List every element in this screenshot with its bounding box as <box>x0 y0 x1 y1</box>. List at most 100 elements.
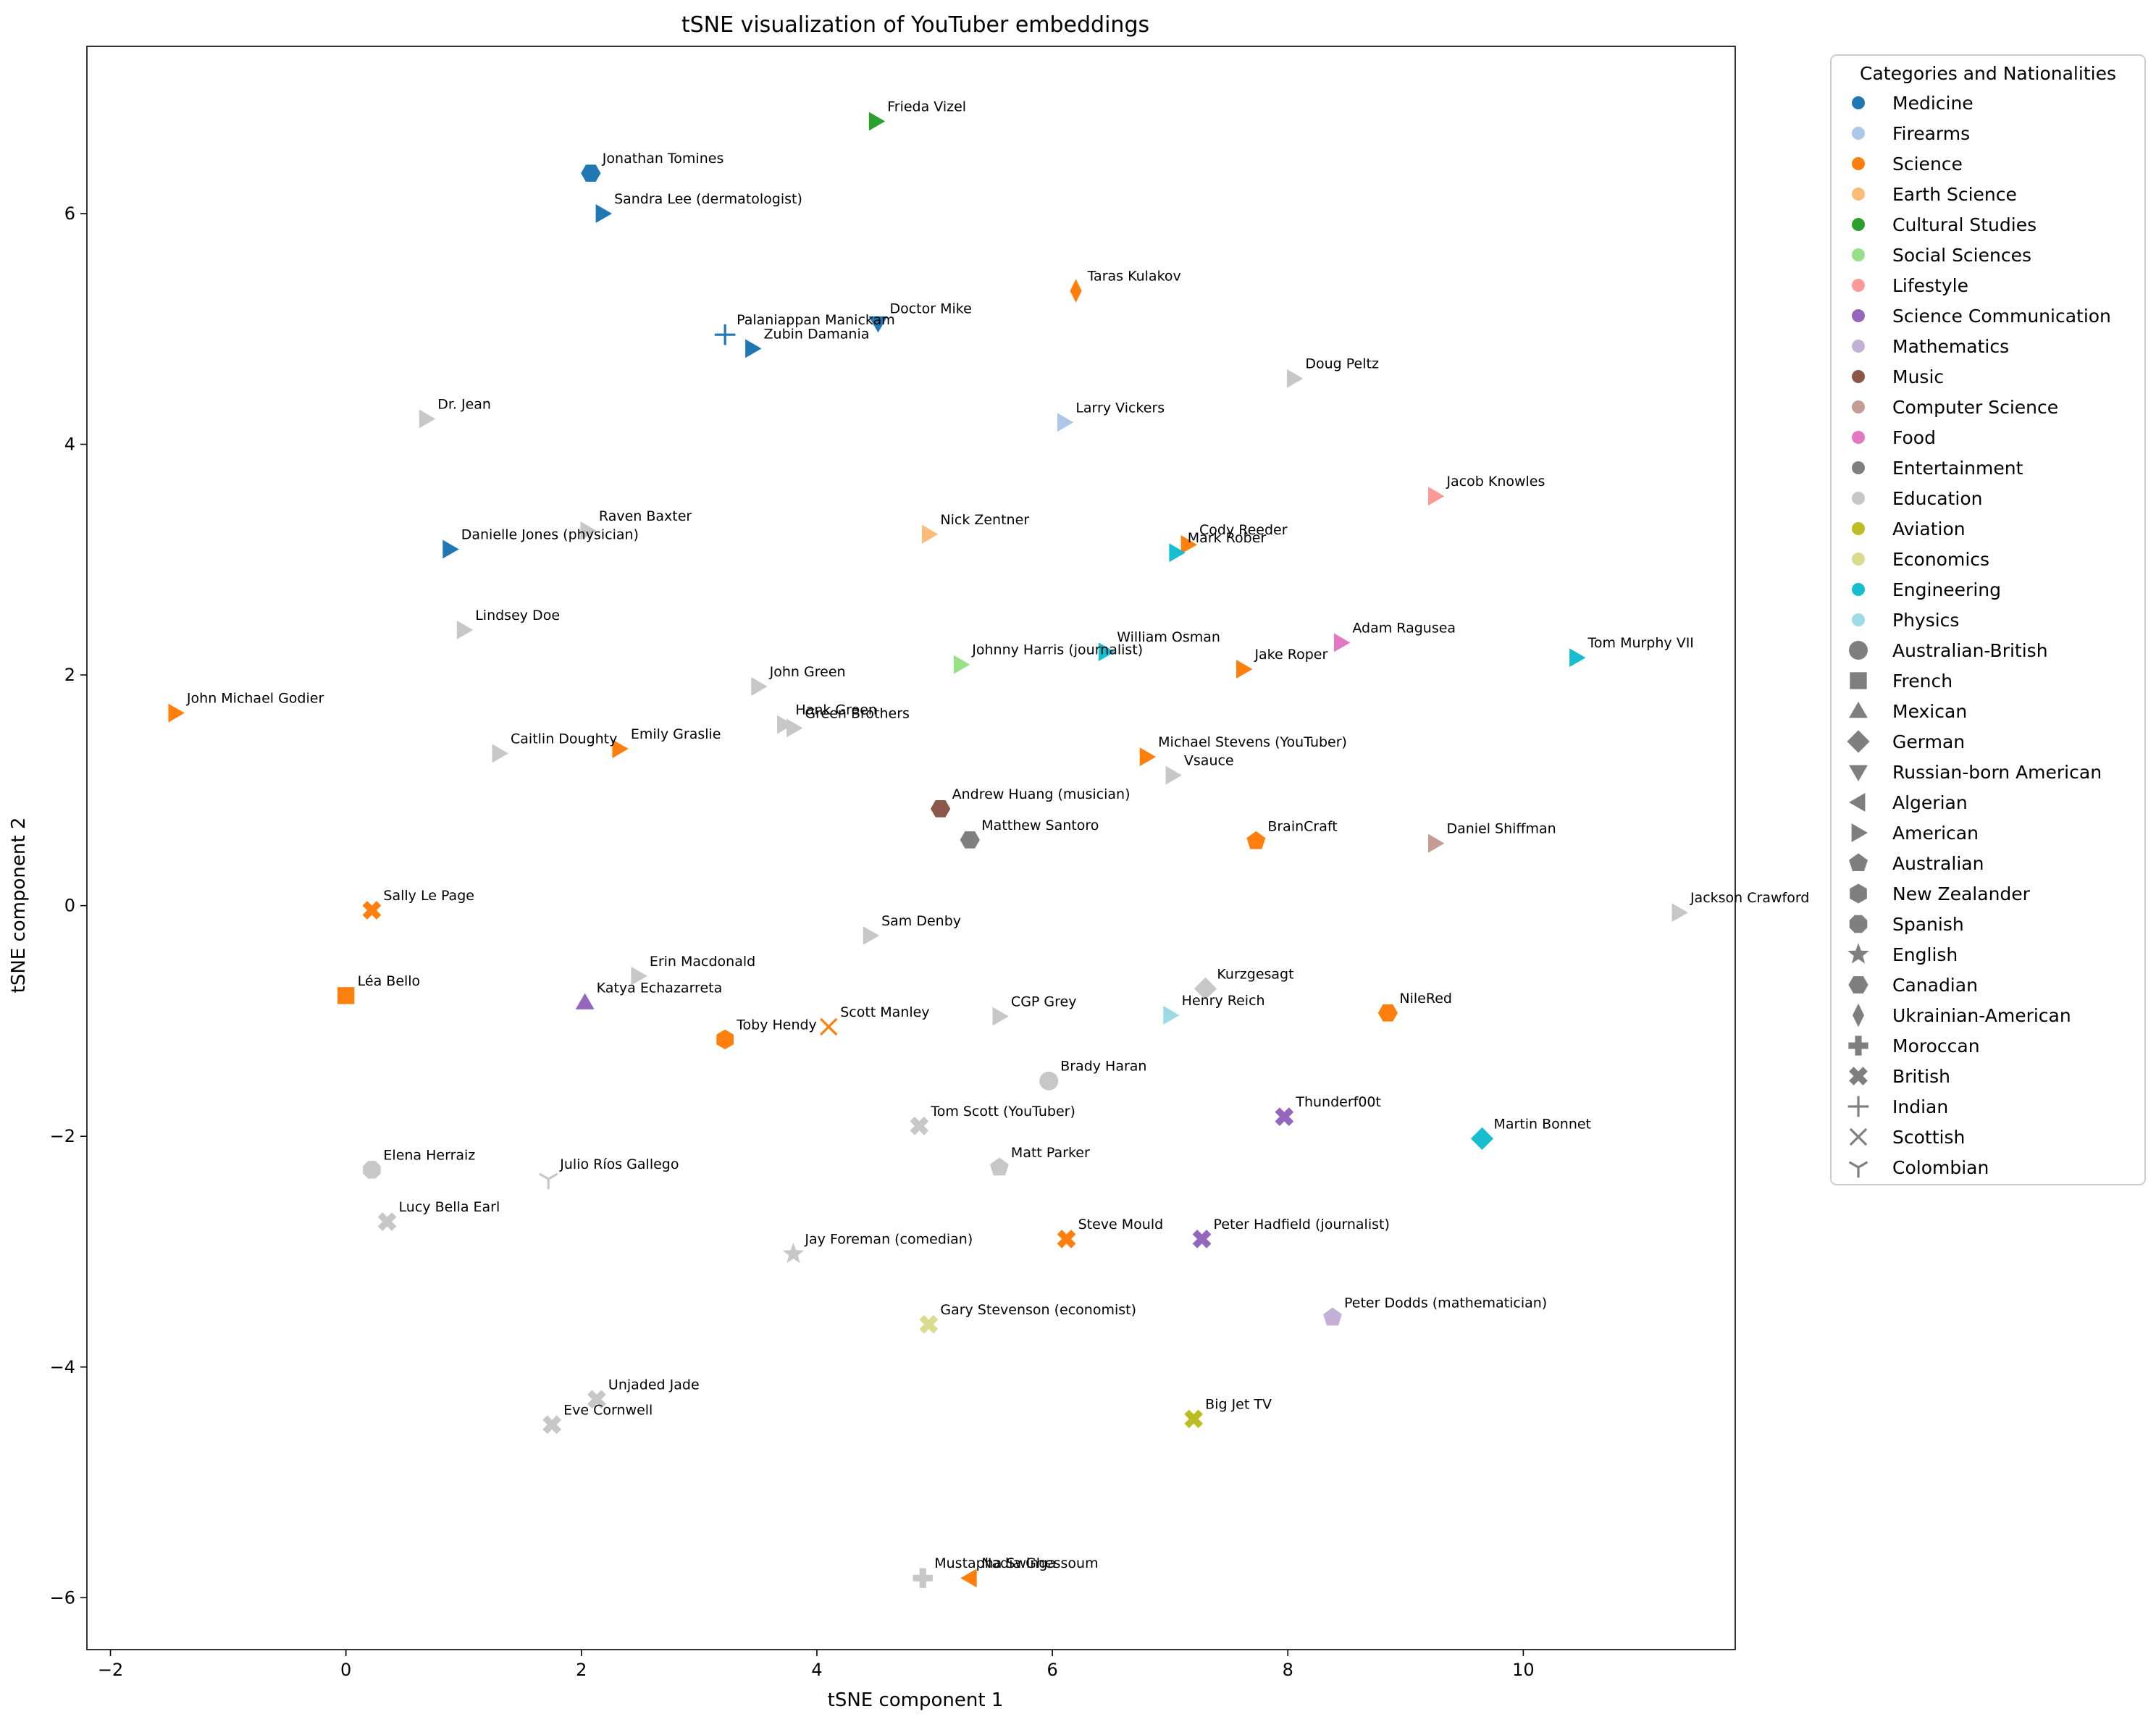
legend-category-label: Cultural Studies <box>1892 214 2037 235</box>
data-point <box>960 831 980 849</box>
point-label: Big Jet TV <box>1205 1396 1272 1412</box>
data-point <box>1192 1230 1212 1248</box>
plot-area-frame <box>86 46 1736 1650</box>
chart-title: tSNE visualization of YouTuber embedding… <box>681 12 1149 38</box>
legend-nationality-label: New Zealander <box>1892 883 2031 904</box>
data-point <box>1470 1127 1494 1150</box>
legend-category-swatch <box>1852 279 1865 292</box>
data-point <box>1070 279 1082 303</box>
point-label: John Green <box>769 664 846 680</box>
point-label: Jake Roper <box>1254 647 1327 663</box>
point-label: Taras Kulakov <box>1087 269 1181 285</box>
legend-nationality-label: English <box>1892 944 1958 965</box>
data-point <box>1246 831 1266 849</box>
data-point <box>631 966 647 986</box>
legend-category-label: Lifestyle <box>1892 275 1968 296</box>
data-point <box>1569 648 1586 668</box>
point-label: Unjaded Jade <box>608 1377 700 1393</box>
x-tick-label: 2 <box>576 1660 587 1680</box>
y-tick-label: −2 <box>50 1126 75 1146</box>
y-tick-label: 4 <box>64 434 75 455</box>
data-point <box>419 409 436 429</box>
legend-category-swatch <box>1852 583 1865 596</box>
data-point <box>960 1568 977 1588</box>
data-point <box>337 987 355 1004</box>
x-tick-label: 10 <box>1512 1660 1535 1680</box>
legend-nationality-marker <box>1847 730 1870 753</box>
x-axis-label: tSNE component 1 <box>828 1689 1004 1711</box>
legend-nationality-label: Mexican <box>1892 701 1967 722</box>
legend-nationality-marker <box>1849 915 1868 933</box>
data-point <box>581 164 601 182</box>
data-point <box>1194 977 1217 1000</box>
legend-category-label: Social Sciences <box>1892 245 2031 266</box>
data-point <box>1139 747 1157 767</box>
point-label: NileRed <box>1399 991 1452 1007</box>
point-label: Martin Bonnet <box>1493 1116 1591 1132</box>
data-point <box>910 1116 929 1135</box>
point-label: Larry Vickers <box>1075 400 1165 416</box>
legend-category-label: Food <box>1892 427 1936 448</box>
data-point <box>377 1212 397 1231</box>
legend-nationality-marker <box>1849 702 1868 718</box>
y-axis-ticks: −6 −4 −2 0 2 4 6 <box>50 203 87 1608</box>
data-point <box>1286 369 1304 388</box>
point-label: Doug Peltz <box>1305 356 1379 372</box>
point-label: Adam Ragusea <box>1352 620 1456 636</box>
point-label: Kurzgesagt <box>1217 966 1293 982</box>
legend-nationality-marker <box>1850 672 1867 689</box>
point-label: Matthew Santoro <box>981 818 1099 833</box>
data-point <box>1180 535 1198 555</box>
point-label: Nick Zentner <box>940 512 1029 528</box>
data-point <box>1057 1230 1076 1248</box>
legend-nationality-label: Spanish <box>1892 914 1964 935</box>
legend-nationality-marker <box>1849 641 1868 660</box>
y-tick-label: −4 <box>50 1357 75 1377</box>
point-label: Doctor Mike <box>889 301 971 316</box>
legend-nationality-marker <box>1848 1036 1868 1056</box>
legend-category-label: Education <box>1892 488 1982 509</box>
point-label: Elena Herraiz <box>383 1147 475 1163</box>
data-point <box>777 715 794 734</box>
legend-nationality-label: Colombian <box>1892 1157 1989 1178</box>
point-label: Jay Foreman (comedian) <box>804 1232 973 1248</box>
data-point <box>921 524 939 544</box>
data-point <box>714 324 736 345</box>
data-point <box>1428 833 1445 853</box>
legend-nationality-marker <box>1849 1127 1868 1146</box>
legend-nationality-label: American <box>1892 823 1979 844</box>
legend-nationality-marker <box>1849 793 1866 812</box>
legend-box <box>1830 54 2146 1185</box>
data-point <box>492 744 508 763</box>
data-point <box>1039 1071 1059 1091</box>
data-point <box>1275 1107 1294 1126</box>
data-points <box>168 112 1688 1588</box>
point-label: Michael Stevens (YouTuber) <box>1158 734 1347 750</box>
data-point <box>1169 543 1186 563</box>
data-point <box>442 539 459 559</box>
legend-nationality-marker <box>1847 1096 1869 1117</box>
legend-category-swatch <box>1852 188 1865 201</box>
legend-category-label: Computer Science <box>1892 397 2058 418</box>
legend-category-swatch <box>1852 431 1865 444</box>
data-point <box>953 655 970 674</box>
data-point <box>716 1029 734 1050</box>
point-label: CGP Grey <box>1011 994 1077 1010</box>
x-tick-label: 8 <box>1283 1660 1293 1680</box>
data-point <box>1184 1409 1204 1429</box>
point-labels: Frieda Vizel Jonathan Tomines Sandra Lee (… <box>186 99 1809 1572</box>
legend-category-swatch <box>1852 492 1865 505</box>
data-point <box>751 677 768 696</box>
y-tick-label: 0 <box>64 896 75 916</box>
legend-nationality-marker <box>1852 1003 1865 1028</box>
x-tick-label: 6 <box>1046 1660 1057 1680</box>
data-point <box>580 521 597 540</box>
point-label: BrainCraft <box>1267 818 1337 834</box>
legend-category-swatch <box>1852 157 1865 170</box>
data-point <box>362 901 382 920</box>
legend-category-label: Entertainment <box>1892 458 2023 479</box>
legend-nationality-marker <box>1849 765 1868 781</box>
legend-category-swatch <box>1852 309 1865 322</box>
data-point <box>1057 413 1074 432</box>
